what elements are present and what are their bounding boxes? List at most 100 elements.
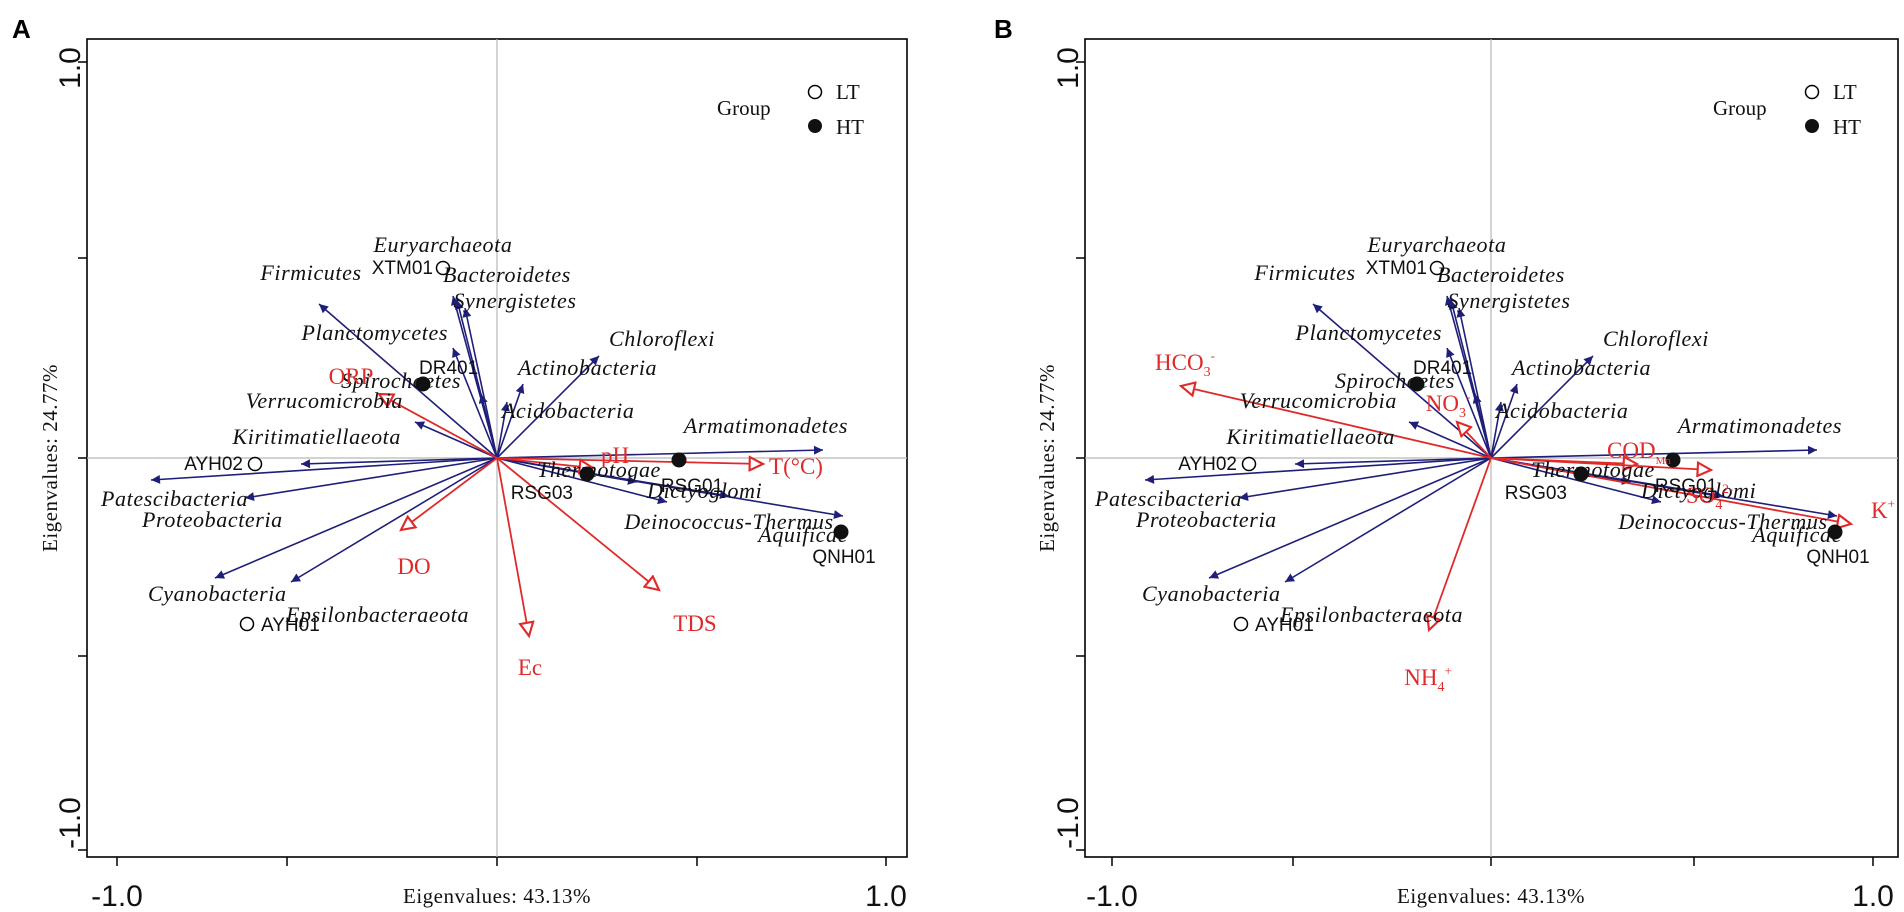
- panel-b-species-label-firmicutes: Firmicutes: [1253, 260, 1355, 285]
- panel-a-species-label-thermotogae: Thermotogae: [537, 457, 661, 482]
- panel-a-species-label-firmicutes: Firmicutes: [259, 260, 361, 285]
- panel-a-species-label-deinococcus-thermus: Deinococcus-Thermus: [623, 509, 833, 534]
- panel-b-env-arrow-k: [1490, 457, 1851, 524]
- panel-b-env-arrow-hco3: [1181, 386, 1492, 459]
- panel-a-species-label-cyanobacteria: Cyanobacteria: [148, 581, 287, 606]
- panel-b-species-arrow-dictyoglomi: [1490, 457, 1662, 505]
- panel-b-species-label-patescibacteria: Patescibacteria: [1094, 486, 1242, 511]
- panel-a-species-label-patescibacteria: Patescibacteria: [100, 486, 248, 511]
- panel-b-site-marker-ayh02: [1241, 456, 1257, 472]
- panel-a-x-tick-right: 1.0: [865, 880, 907, 912]
- panel-a-legend-lt-label: LT: [836, 80, 860, 104]
- panel-a-species-arrow-verrucomicrobia: [414, 421, 498, 459]
- panel-b-species-label-chloroflexi: Chloroflexi: [1603, 326, 1709, 351]
- panel-b-site-marker-rsg01: [1665, 452, 1681, 468]
- panel-a-site-marker-rsg01: [671, 452, 687, 468]
- panel-b-x-tick-right: 1.0: [1852, 880, 1894, 912]
- panel-b-species-label-verrucomicrobia: Verrucomicrobia: [1240, 388, 1397, 413]
- panel-b-species-label-kiritimatiellaeota: Kiritimatiellaeota: [1226, 424, 1395, 449]
- panel-b-species-label-epsilonbacteraeota: Epsilonbacteraeota: [1279, 602, 1463, 627]
- panel-a-species-arrow-armatimonadetes: [496, 445, 824, 459]
- panel-a-species-arrow-chloroflexi: [496, 355, 600, 459]
- panel-a-species-label-euryarchaeota: Euryarchaeota: [373, 232, 513, 257]
- panel-a-env-arrow-ec: [496, 457, 529, 636]
- panel-letter-b: B: [994, 14, 1013, 44]
- panel-a-site-marker-xtm01: [435, 260, 451, 276]
- panel-a-species-arrow-synergistetes: [462, 307, 498, 459]
- panel-b-species-arrow-kiritimatiellaeota: [1294, 457, 1492, 469]
- panel-a-species-label-planctomycetes: Planctomycetes: [301, 320, 448, 345]
- panel-a-env-label-ph: pH: [601, 443, 629, 468]
- panel-b-species-label-deinococcus-thermus: Deinococcus-Thermus: [1617, 509, 1827, 534]
- panel-a-env-arrow-do: [401, 457, 498, 530]
- panel-a-legend-lt-marker: [807, 84, 823, 100]
- panel-b-species-label-acidobacteria: Acidobacteria: [1494, 398, 1628, 423]
- panel-a-species-arrow-cyanobacteria: [214, 457, 498, 579]
- panel-a-species-label-aquificae: Aquificae: [756, 522, 848, 547]
- panel-a-species-label-spirochaetes: Spirochaetes: [341, 368, 461, 393]
- panel-b-y-tick-top: 1.0: [1052, 47, 1085, 89]
- panel-a-species-arrow-dictyoglomi: [496, 457, 668, 505]
- panel-a-species-arrow-actinobacteria: [496, 383, 525, 459]
- panel-b-species-arrow-actinobacteria: [1490, 383, 1519, 459]
- panel-a-env-label-tds: TDS: [673, 611, 716, 636]
- panel-b-legend-lt-label: LT: [1833, 80, 1857, 104]
- panel-a-species-arrow-kiritimatiellaeota: [300, 457, 498, 469]
- panel-b-species-arrow-acidobacteria: [1490, 401, 1504, 459]
- panel-a-legend: Group LT HT: [717, 80, 864, 139]
- panel-b-legend-ht-label: HT: [1833, 115, 1861, 139]
- panel-a-env-label-do: DO: [397, 554, 430, 579]
- panel-b-species-arrow-chloroflexi: [1490, 355, 1594, 459]
- panel-b: B 1.0 -1.0 -1.0 1.0 Eigenvalues: 43.13% …: [994, 14, 1899, 912]
- panel-a-species-arrow-spirochaetes: [478, 393, 498, 459]
- panel-b-site-marker-ayh01: [1233, 616, 1249, 632]
- panel-b-species-arrow-planctomycetes: [1446, 347, 1492, 459]
- panel-a-env-arrow-t-c: [496, 458, 763, 464]
- panel-b-env-label-nh4: NH4+: [1404, 663, 1452, 695]
- panel-a-species-arrow-proteobacteria: [244, 457, 498, 502]
- panel-a-env-label-ec: Ec: [518, 655, 542, 680]
- panel-b-arrows: [1144, 295, 1851, 630]
- panel-b-legend-title: Group: [1713, 96, 1767, 120]
- panel-a-species-arrow-acidobacteria: [496, 401, 510, 459]
- panel-a-legend-ht-label: HT: [836, 115, 864, 139]
- panel-a-labels: Firmicutes Euryarchaeota BacteroidetesSyne…: [100, 232, 876, 680]
- panel-b-site-label-rsg01: RSG01: [1655, 476, 1717, 497]
- panel-a-site-marker-qnh01: [833, 524, 849, 540]
- panel-a: A 1.0 -1.0 -1.0 1.0 Eigenvalues: 43.13% …: [12, 14, 908, 912]
- panel-b-x-tick-left: -1.0: [1086, 880, 1138, 912]
- panel-b-species-label-planctomycetes: Planctomycetes: [1295, 320, 1442, 345]
- panel-a-site-label-ayh01: AYH01: [261, 615, 320, 636]
- panel-b-site-label-qnh01: QNH01: [1806, 547, 1869, 568]
- panel-a-arrows: [150, 295, 844, 636]
- panel-a-env-arrow-tds: [496, 457, 659, 590]
- panel-a-species-label-verrucomicrobia: Verrucomicrobia: [246, 388, 403, 413]
- panel-b-site-marker-rsg03: [1573, 466, 1589, 482]
- panel-a-species-label-epsilonbacteraeota: Epsilonbacteraeota: [285, 602, 469, 627]
- panel-b-species-label-spirochaetes: Spirochaetes: [1335, 368, 1455, 393]
- panel-a-env-arrow-orp: [379, 394, 498, 459]
- panel-b-site-marker-xtm01: [1429, 260, 1445, 276]
- panel-a-site-marker-dr401: [415, 376, 431, 392]
- panel-a-site-label-qnh01: QNH01: [812, 547, 875, 568]
- panel-a-species-arrow-epsilonbacteraeota: [290, 457, 498, 583]
- panel-b-site-marker-qnh01: [1827, 524, 1843, 540]
- panel-b-env-label-so42: SO42-: [1686, 481, 1733, 513]
- panel-a-species-label-proteobacteria: Proteobacteria: [141, 507, 283, 532]
- panel-b-y-tick-bottom: -1.0: [1052, 797, 1085, 849]
- panel-b-legend: Group LT HT: [1713, 80, 1861, 139]
- panel-b-y-axis-label: Eigenvalues: 24.77%: [1035, 364, 1059, 552]
- panel-b-x-axis-label: Eigenvalues: 43.13%: [1397, 884, 1585, 908]
- panel-a-species-label-armatimonadetes: Armatimonadetes: [682, 413, 848, 438]
- panel-a-env-label-t-c: T(°C): [769, 454, 823, 479]
- panel-a-x-tick-left: -1.0: [91, 880, 143, 912]
- panel-b-species-arrow-synergistetes: [1456, 307, 1492, 459]
- panel-b-species-arrow-spirochaetes: [1472, 393, 1492, 459]
- panel-b-species-label-bacteroidetes: Bacteroidetes: [1437, 262, 1565, 287]
- panel-b-species-label-thermotogae: Thermotogae: [1531, 457, 1655, 482]
- panel-b-species-arrow-cyanobacteria: [1208, 457, 1492, 579]
- panel-a-site-label-ayh02: AYH02: [184, 454, 243, 475]
- panel-a-env-arrow-ph: [496, 457, 593, 468]
- panel-b-species-label-armatimonadetes: Armatimonadetes: [1676, 413, 1842, 438]
- panel-b-site-label-dr401: DR401: [1413, 358, 1472, 379]
